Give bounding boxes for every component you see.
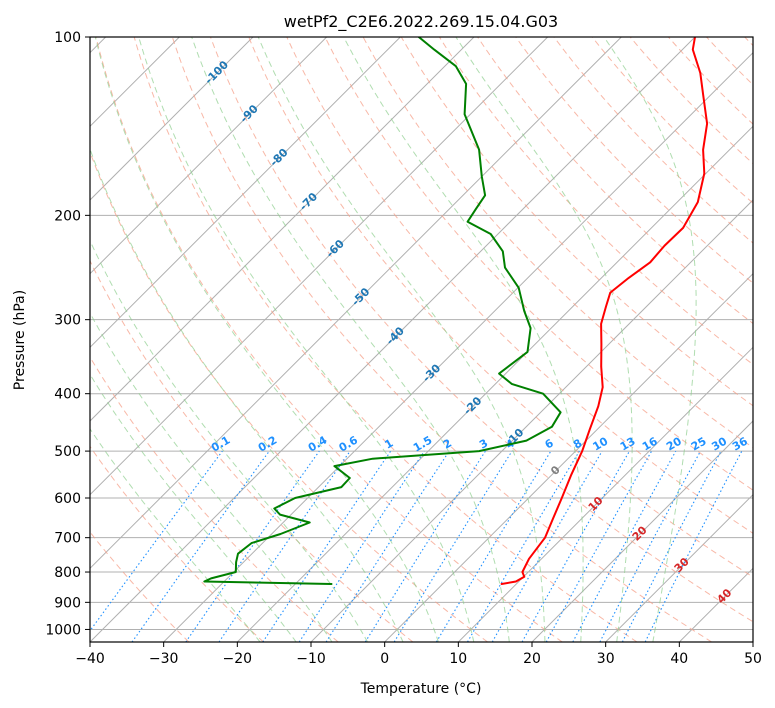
isotherm-gridline <box>605 493 753 642</box>
axes: −40 −30 −20 −10 0 10 20 30 40 50 1000 900 800 700 600 5… <box>45 30 762 667</box>
dry-adiabat-line <box>95 37 563 642</box>
isotherm-gridline <box>90 37 475 422</box>
moist-adiabat-line <box>90 147 404 642</box>
x-tick-label: 30 <box>597 651 615 667</box>
dry-adiabat-line <box>400 37 753 407</box>
mixing-ratio-line <box>185 450 320 642</box>
mixing-ratio-line <box>491 450 603 642</box>
dry-adiabat-line <box>248 37 753 578</box>
moist-adiabat-line <box>191 37 510 642</box>
dry-adiabat-line <box>629 37 753 165</box>
x-tick-label: 50 <box>744 651 762 667</box>
y-tick-label: 200 <box>54 208 81 224</box>
mixing-ratio-line <box>545 450 653 642</box>
moist-adiabat-line <box>90 427 261 642</box>
temperature-profile-line <box>500 37 709 585</box>
mixing-ratio-line <box>218 450 351 642</box>
moist-adiabat-line <box>94 37 439 642</box>
mixing-ratio-line <box>467 450 580 642</box>
mixing-ratio-line <box>393 450 513 642</box>
y-axis-title: Pressure (hPa) <box>12 290 28 390</box>
mixing-ratio-line <box>131 450 270 642</box>
isotherm-gridline <box>90 37 696 642</box>
moist-adiabat-line <box>90 239 368 642</box>
chart-title: wetPf2_C2E6.2022.269.15.04.G03 <box>284 12 558 32</box>
isotherm-gridline <box>90 37 549 496</box>
isotherm-gridline <box>163 51 753 642</box>
dry-adiabat-line <box>324 37 753 491</box>
dry-adiabat-line <box>171 37 712 642</box>
y-tick-label: 800 <box>54 565 81 581</box>
dry-adiabat-line <box>362 37 753 449</box>
mixing-ratio-line <box>90 450 223 632</box>
y-tick-label: 400 <box>54 387 81 403</box>
isotherm-gridline <box>90 37 254 201</box>
y-tick-label: 300 <box>54 313 81 329</box>
moist-adiabat-line <box>603 37 697 642</box>
mixing-ratio-line <box>364 450 486 642</box>
moist-adiabat-line <box>455 37 633 642</box>
y-tick-label: 600 <box>54 491 81 507</box>
isotherm-gridline <box>236 125 753 642</box>
dry-adiabat-line <box>515 37 753 284</box>
x-axis-title: Temperature (°C) <box>360 681 482 697</box>
isotherm-gridline <box>384 272 753 642</box>
moist-adiabat-line <box>343 37 584 642</box>
x-tick-label: −30 <box>149 651 179 667</box>
isotherm-gridline <box>90 37 622 570</box>
y-tick-label: 100 <box>54 30 81 46</box>
isotherm-gridline <box>90 37 328 275</box>
y-tick-label: 700 <box>54 531 81 547</box>
x-tick-label: 0 <box>380 651 389 667</box>
dry-adiabat-line <box>591 37 753 204</box>
y-tick-label: 900 <box>54 595 81 611</box>
dry-adiabat-line <box>133 37 638 642</box>
isotherm-gridline <box>531 420 753 642</box>
x-tick-label: −20 <box>223 651 253 667</box>
isotherm-gridline <box>90 37 401 349</box>
y-tick-label: 500 <box>54 444 81 460</box>
moist-adiabat-line <box>138 37 475 642</box>
x-tick-label: 10 <box>449 651 467 667</box>
moist-adiabat-line <box>90 373 297 642</box>
isotherm-gridline <box>457 346 753 642</box>
mixing-ratio-line <box>572 450 677 642</box>
x-tick-label: −40 <box>75 651 105 667</box>
plot-area: 0.1 0.2 0.4 0.6 1 1.5 2 3 4 6 8 10 13 16 20 25 30 36-100-… <box>90 37 753 642</box>
moist-adiabat-line <box>257 37 546 642</box>
x-tick-label: −10 <box>296 651 326 667</box>
dewpoint-profile-line <box>203 37 562 585</box>
y-tick-label: 1000 <box>45 622 81 638</box>
dry-adiabat-line <box>210 37 753 623</box>
x-tick-label: 40 <box>670 651 688 667</box>
dry-adiabat-line <box>477 37 753 325</box>
mixing-ratio-line <box>521 450 630 642</box>
dry-adiabat-line <box>90 445 264 642</box>
plot-frame <box>89 36 754 643</box>
mixing-ratio-line <box>325 450 450 642</box>
x-tick-label: 20 <box>523 651 541 667</box>
mixing-ratio-line <box>435 450 552 642</box>
